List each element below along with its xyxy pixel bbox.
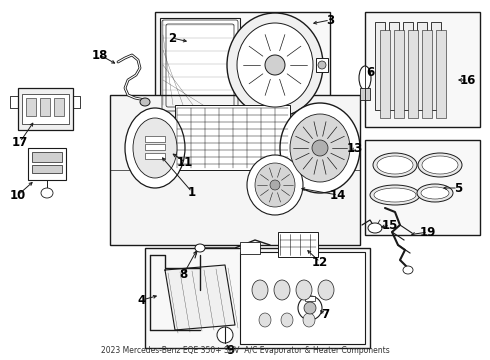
Ellipse shape: [421, 187, 449, 199]
Bar: [145, 248, 370, 348]
Ellipse shape: [255, 163, 295, 207]
Bar: [375, 22, 385, 110]
Ellipse shape: [318, 61, 326, 69]
Bar: [389, 22, 399, 110]
Bar: [155, 12, 330, 127]
Ellipse shape: [270, 180, 280, 190]
Text: 2023 Mercedes-Benz EQE 350+ SUV  A/C Evaporator & Heater Components: 2023 Mercedes-Benz EQE 350+ SUV A/C Evap…: [100, 346, 390, 355]
Bar: [431, 22, 441, 110]
Bar: [240, 242, 260, 254]
Bar: [305, 296, 315, 301]
Text: 19: 19: [420, 225, 436, 239]
Bar: [403, 22, 413, 110]
Text: 9: 9: [226, 343, 234, 356]
Bar: [394, 30, 404, 118]
Bar: [365, 12, 480, 127]
Bar: [278, 232, 318, 257]
Ellipse shape: [303, 313, 315, 327]
Ellipse shape: [274, 280, 290, 300]
Bar: [54, 98, 64, 116]
Text: 5: 5: [454, 181, 462, 194]
Bar: [417, 22, 427, 110]
Bar: [22, 94, 69, 124]
Bar: [316, 58, 328, 72]
Text: 13: 13: [347, 141, 363, 154]
Ellipse shape: [318, 280, 334, 300]
Ellipse shape: [377, 156, 413, 174]
Bar: [175, 105, 290, 170]
Text: 14: 14: [330, 189, 346, 202]
Polygon shape: [165, 265, 235, 330]
Text: 16: 16: [460, 73, 476, 86]
Ellipse shape: [417, 184, 453, 202]
Bar: [365, 140, 480, 235]
Ellipse shape: [280, 103, 360, 193]
Ellipse shape: [140, 98, 150, 106]
Bar: [40, 98, 50, 116]
Bar: [32, 165, 62, 173]
Ellipse shape: [304, 302, 316, 314]
Bar: [145, 144, 165, 150]
Ellipse shape: [368, 223, 382, 233]
Bar: [360, 88, 370, 100]
Text: 10: 10: [10, 189, 26, 202]
Bar: [32, 152, 62, 162]
Text: 7: 7: [321, 309, 329, 321]
Text: 2: 2: [168, 32, 176, 45]
Ellipse shape: [281, 313, 293, 327]
Ellipse shape: [252, 280, 268, 300]
Text: 3: 3: [326, 14, 334, 27]
Ellipse shape: [370, 185, 420, 205]
Ellipse shape: [290, 114, 350, 182]
Ellipse shape: [237, 23, 313, 107]
Ellipse shape: [312, 140, 328, 156]
Ellipse shape: [298, 296, 322, 320]
Ellipse shape: [403, 266, 413, 274]
Ellipse shape: [259, 313, 271, 327]
Bar: [422, 30, 432, 118]
Ellipse shape: [227, 13, 323, 117]
Bar: [380, 30, 390, 118]
Ellipse shape: [217, 327, 233, 343]
Ellipse shape: [296, 280, 312, 300]
Ellipse shape: [373, 153, 417, 177]
Ellipse shape: [247, 155, 303, 215]
Ellipse shape: [195, 244, 205, 252]
Bar: [145, 153, 165, 159]
Ellipse shape: [418, 153, 462, 177]
Bar: [436, 30, 446, 118]
Bar: [26, 98, 36, 116]
Ellipse shape: [265, 55, 285, 75]
Text: 1: 1: [188, 185, 196, 198]
Text: 15: 15: [382, 219, 398, 231]
Bar: [240, 252, 365, 344]
Text: 18: 18: [92, 49, 108, 62]
Text: 8: 8: [179, 269, 187, 282]
Text: 6: 6: [366, 66, 374, 78]
Bar: [160, 18, 240, 113]
Text: 11: 11: [177, 156, 193, 168]
Ellipse shape: [133, 118, 177, 178]
Bar: [408, 30, 418, 118]
Text: 17: 17: [12, 135, 28, 149]
Ellipse shape: [41, 188, 53, 198]
Ellipse shape: [359, 66, 371, 90]
Bar: [28, 148, 66, 180]
Ellipse shape: [125, 108, 185, 188]
Text: 12: 12: [312, 256, 328, 269]
Ellipse shape: [422, 156, 458, 174]
Bar: [18, 88, 73, 130]
Text: 4: 4: [138, 293, 146, 306]
Bar: [145, 136, 165, 142]
Ellipse shape: [374, 188, 416, 202]
Bar: [110, 95, 360, 245]
